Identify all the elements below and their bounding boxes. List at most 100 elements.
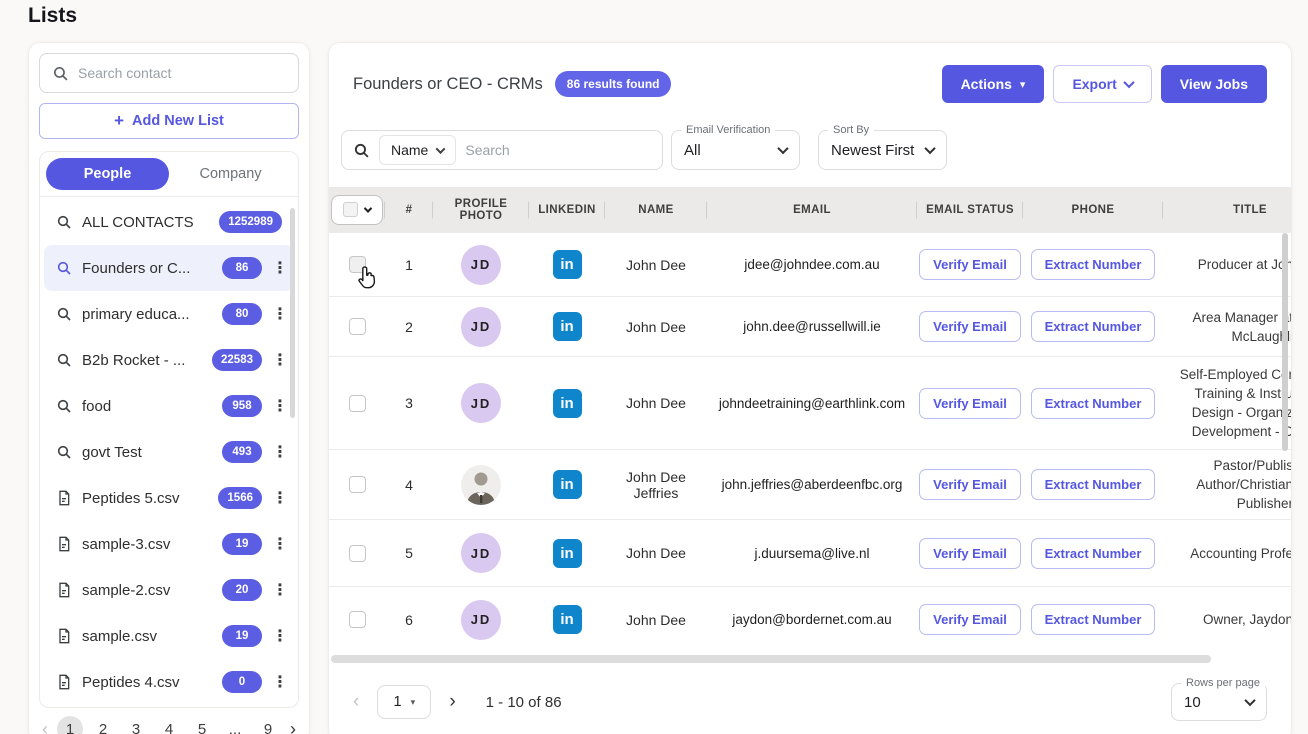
sort-by-select[interactable]: Sort By Newest First — [818, 124, 947, 170]
sort-by-value: Newest First — [831, 141, 915, 159]
table-header: # PROFILE PHOTO LINKEDIN NAME EMAIL EMAI… — [329, 187, 1291, 232]
sidebar-item-sample-3[interactable]: sample-3.csv 19 ⋮ — [44, 521, 294, 567]
chevron-down-icon — [363, 203, 373, 213]
sidebar-pagination: ‹ 1 2 3 4 5 ... 9 › — [39, 714, 299, 734]
contact-title: Area Manager at McLaughli — [1192, 309, 1292, 344]
kebab-menu-icon[interactable]: ⋮ — [272, 674, 288, 691]
kebab-menu-icon[interactable]: ⋮ — [272, 260, 288, 277]
sidebar-item-all-contacts[interactable]: ALL CONTACTS 1252989 — [44, 199, 294, 245]
column-header-phone: PHONE — [1023, 204, 1163, 216]
table-search-field[interactable]: Name — [341, 130, 663, 170]
linkedin-icon[interactable]: in — [552, 250, 582, 279]
page-number[interactable]: 9 — [263, 720, 273, 734]
table-row: 5 JD in John Dee j.duursema@live.nl Veri… — [329, 519, 1291, 586]
horizontal-scrollbar[interactable] — [329, 655, 1291, 663]
row-checkbox[interactable] — [348, 394, 366, 412]
verify-email-button[interactable]: Verify Email — [919, 311, 1021, 342]
extract-number-button[interactable]: Extract Number — [1030, 249, 1156, 280]
kebab-menu-icon[interactable]: ⋮ — [272, 444, 288, 461]
row-checkbox[interactable] — [348, 544, 366, 562]
list-title: Founders or CEO - CRMs — [353, 74, 543, 93]
select-all-control[interactable] — [331, 194, 383, 225]
extract-number-button[interactable]: Extract Number — [1030, 311, 1156, 342]
prev-page-icon[interactable]: ‹ — [353, 691, 360, 712]
kebab-menu-icon[interactable]: ⋮ — [272, 536, 288, 553]
page-number[interactable]: 3 — [131, 720, 141, 734]
file-icon — [59, 674, 70, 690]
avatar-initials: JD — [461, 383, 501, 423]
kebab-menu-icon[interactable]: ⋮ — [272, 352, 288, 369]
tab-people[interactable]: People — [46, 158, 169, 190]
chevron-down-icon — [777, 142, 789, 155]
row-checkbox[interactable] — [348, 256, 366, 273]
vertical-scrollbar[interactable] — [1282, 233, 1288, 451]
linkedin-icon[interactable]: in — [552, 470, 582, 499]
horizontal-scrollbar-thumb[interactable] — [331, 655, 1211, 663]
table-search-input[interactable] — [465, 142, 651, 158]
kebab-menu-icon[interactable]: ⋮ — [272, 398, 288, 415]
linkedin-icon[interactable]: in — [552, 605, 582, 634]
add-new-list-button[interactable]: + Add New List — [39, 103, 299, 139]
verify-email-button[interactable]: Verify Email — [919, 604, 1021, 635]
column-header-title: TITLE — [1233, 203, 1267, 216]
select-all-checkbox[interactable] — [343, 202, 358, 217]
prev-page-icon[interactable]: ‹ — [42, 718, 48, 734]
row-checkbox[interactable] — [348, 476, 366, 493]
verify-email-button[interactable]: Verify Email — [919, 469, 1021, 500]
page-number[interactable]: 4 — [164, 720, 174, 734]
kebab-menu-icon[interactable]: ⋮ — [272, 490, 288, 507]
page-number[interactable]: 5 — [197, 720, 207, 734]
lists-sidebar: + Add New List People Company ALL CONTAC… — [28, 42, 310, 734]
sidebar-item-founders-or-ceo[interactable]: Founders or C... 86 ⋮ — [44, 245, 294, 291]
add-new-list-label: Add New List — [132, 113, 224, 129]
extract-number-button[interactable]: Extract Number — [1030, 387, 1156, 419]
view-jobs-button[interactable]: View Jobs — [1160, 65, 1267, 103]
linkedin-icon[interactable]: in — [552, 538, 582, 568]
row-checkbox[interactable] — [348, 318, 366, 335]
export-button[interactable]: Export — [1053, 65, 1152, 103]
sidebar-item-govt-test[interactable]: govt Test 493 ⋮ — [44, 429, 294, 475]
kebab-menu-icon[interactable]: ⋮ — [272, 628, 288, 645]
extract-number-button[interactable]: Extract Number — [1030, 604, 1156, 635]
contact-search-field[interactable] — [39, 53, 299, 93]
sidebar-item-peptides-4[interactable]: Peptides 4.csv 0 ⋮ — [44, 659, 294, 705]
sidebar-item-b2b-rocket[interactable]: B2b Rocket - ... 22583 ⋮ — [44, 337, 294, 383]
actions-button[interactable]: Actions ▾ — [941, 65, 1045, 103]
count-badge: 20 — [222, 579, 262, 601]
sidebar-scrollbar[interactable] — [290, 208, 295, 418]
search-icon — [57, 353, 71, 367]
list-label: govt Test — [82, 443, 142, 461]
search-contact-input[interactable] — [78, 65, 286, 81]
page-ellipsis: ... — [228, 720, 242, 734]
chevron-down-icon — [1123, 76, 1135, 89]
email-verification-select[interactable]: Email Verification All — [671, 124, 800, 170]
people-company-tabs: People Company — [40, 152, 298, 197]
sidebar-item-primary-education[interactable]: primary educa... 80 ⋮ — [44, 291, 294, 337]
extract-number-button[interactable]: Extract Number — [1030, 537, 1156, 569]
sidebar-item-sample[interactable]: sample.csv 19 ⋮ — [44, 613, 294, 659]
page-number[interactable]: 1 — [57, 716, 83, 734]
row-number: 3 — [405, 395, 413, 411]
linkedin-icon[interactable]: in — [552, 388, 582, 418]
sidebar-item-sample-2[interactable]: sample-2.csv 20 ⋮ — [44, 567, 294, 613]
next-page-icon[interactable]: › — [290, 718, 296, 734]
search-field-selector[interactable]: Name — [379, 135, 457, 165]
sidebar-item-food[interactable]: food 958 ⋮ — [44, 383, 294, 429]
sidebar-item-peptides-5[interactable]: Peptides 5.csv 1566 ⋮ — [44, 475, 294, 521]
linkedin-icon[interactable]: in — [552, 312, 582, 341]
page-number[interactable]: 2 — [98, 720, 108, 734]
count-badge: 958 — [222, 395, 262, 417]
contact-email: john.dee@russellwill.ie — [743, 319, 881, 334]
row-checkbox[interactable] — [348, 611, 366, 628]
verify-email-button[interactable]: Verify Email — [919, 537, 1021, 569]
kebab-menu-icon[interactable]: ⋮ — [272, 306, 288, 323]
rows-per-page-select[interactable]: Rows per page 10 — [1171, 677, 1267, 721]
tab-company[interactable]: Company — [199, 166, 262, 182]
page-select[interactable]: 1 ▾ — [377, 685, 432, 719]
chevron-down-icon: ▾ — [1019, 78, 1026, 91]
next-page-icon[interactable]: › — [449, 691, 456, 712]
verify-email-button[interactable]: Verify Email — [919, 387, 1021, 419]
kebab-menu-icon[interactable]: ⋮ — [272, 582, 288, 599]
extract-number-button[interactable]: Extract Number — [1030, 469, 1156, 500]
verify-email-button[interactable]: Verify Email — [919, 249, 1021, 280]
